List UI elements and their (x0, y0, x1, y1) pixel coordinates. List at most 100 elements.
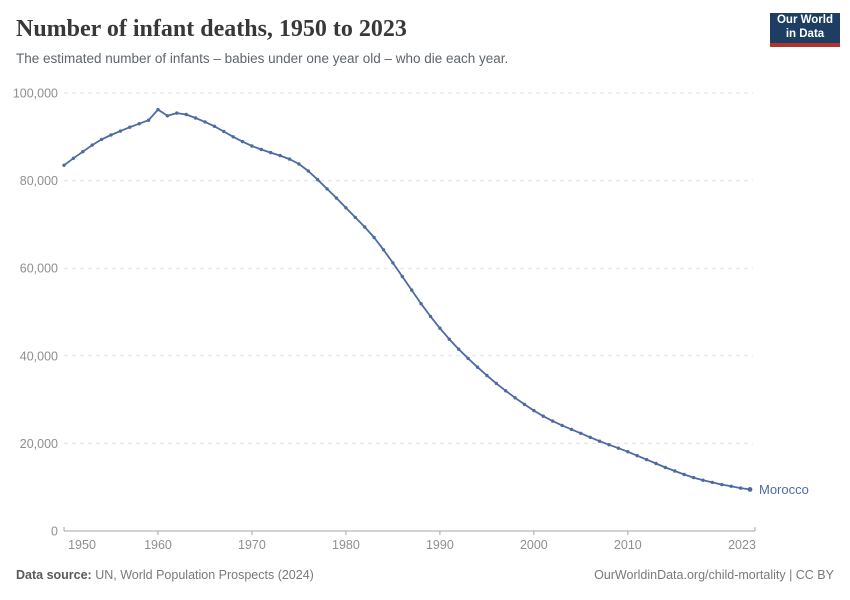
data-point (165, 114, 170, 118)
data-point (701, 478, 705, 482)
data-point (278, 153, 282, 158)
data-point (532, 408, 536, 413)
data-point (109, 133, 113, 137)
chart-area: 0 20,000 40,000 60,000 80,000 100,000 1950 1960… (0, 80, 850, 563)
data-point (203, 120, 207, 124)
data-point (363, 225, 367, 229)
data-source-text: UN, World Population Prospects (2024) (91, 568, 314, 582)
data-point (344, 206, 348, 210)
data-point (541, 414, 545, 418)
data-point (588, 435, 592, 439)
data-point (391, 261, 395, 265)
x-axis-tick-label: 1980 (332, 538, 360, 552)
data-point (259, 147, 263, 152)
x-axis-tick-label: 2000 (520, 538, 548, 552)
y-axis-tick-label: 60,000 (20, 262, 58, 276)
data-point (269, 150, 273, 155)
x-axis-tick-label: 1970 (238, 538, 266, 552)
data-point (353, 215, 357, 220)
page-title: Number of infant deaths, 1950 to 2023 (16, 16, 407, 42)
x-axis-tick-label: 1990 (426, 538, 454, 552)
entity-label-morocco: Morocco (759, 482, 809, 497)
data-point (616, 446, 621, 450)
data-point (372, 235, 376, 240)
data-point (522, 402, 527, 407)
data-point (663, 465, 668, 470)
data-point (306, 169, 310, 173)
data-point (175, 111, 179, 115)
data-point (447, 337, 451, 341)
data-point (485, 373, 489, 378)
data-point (222, 129, 226, 134)
data-point (551, 419, 555, 423)
data-point (325, 187, 329, 191)
data-point (71, 156, 76, 160)
data-point (626, 450, 630, 454)
data-point (297, 162, 301, 166)
data-point (240, 139, 245, 144)
data-point (334, 196, 339, 200)
data-point (682, 472, 686, 477)
data-line-morocco (63, 108, 751, 491)
data-point (673, 469, 677, 473)
owid-logo-line2: in Data (785, 28, 825, 40)
data-point (287, 157, 292, 161)
data-point (560, 423, 564, 428)
data-point (146, 118, 151, 122)
data-point (419, 302, 423, 306)
x-axis-tick-label: 2023 (728, 538, 756, 552)
y-axis-tick-label: 100,000 (13, 87, 58, 101)
data-point (137, 122, 141, 126)
data-point (691, 475, 696, 480)
y-axis-tick-label: 0 (51, 525, 58, 539)
data-point (720, 482, 724, 487)
data-point (644, 457, 649, 462)
data-point (494, 381, 498, 386)
chart-svg: 0 20,000 40,000 60,000 80,000 100,000 1950 1960… (13, 87, 809, 553)
data-point (475, 365, 480, 369)
data-point (738, 486, 743, 490)
data-point (212, 124, 217, 128)
data-point (193, 116, 198, 120)
data-point (654, 461, 658, 466)
data-point (156, 107, 160, 112)
data-point (513, 396, 517, 400)
x-axis-tick-label: 1960 (144, 538, 172, 552)
data-point (250, 144, 254, 148)
data-point (635, 454, 639, 458)
owid-logo: Our World in Data (770, 13, 840, 47)
data-point (90, 143, 94, 147)
data-point (579, 431, 583, 435)
data-source-label: Data source: (16, 568, 92, 582)
data-point (99, 137, 104, 142)
y-axis-tick-label: 40,000 (20, 349, 58, 363)
data-point (569, 427, 574, 432)
data-point (466, 356, 470, 361)
data-point (607, 443, 611, 447)
data-point (438, 326, 442, 330)
data-point (428, 314, 433, 319)
y-axis-tick-label: 80,000 (20, 174, 58, 188)
data-point (316, 178, 320, 182)
chart-subtitle: The estimated number of infants – babies… (16, 51, 509, 66)
footer-link-text: OurWorldinData.org/child-mortality | CC … (594, 568, 834, 582)
data-point (128, 125, 132, 129)
chart-footer: Data source: UN, World Population Prospe… (16, 568, 834, 582)
data-point (747, 487, 753, 492)
x-axis-tick-label: 1950 (68, 538, 96, 552)
owid-logo-line1: Our World (776, 14, 833, 27)
x-axis-tick-label: 2010 (614, 538, 642, 552)
data-point (400, 274, 404, 279)
data-point (410, 288, 414, 292)
data-point (381, 248, 386, 252)
data-point (184, 112, 188, 117)
data-point (504, 389, 508, 393)
y-axis-tick-label: 20,000 (20, 437, 58, 451)
data-point (710, 480, 715, 485)
data-point (81, 150, 85, 154)
data-source: Data source: UN, World Population Prospe… (16, 568, 314, 582)
data-point (62, 163, 66, 167)
data-point (457, 347, 461, 351)
data-point (118, 129, 123, 133)
